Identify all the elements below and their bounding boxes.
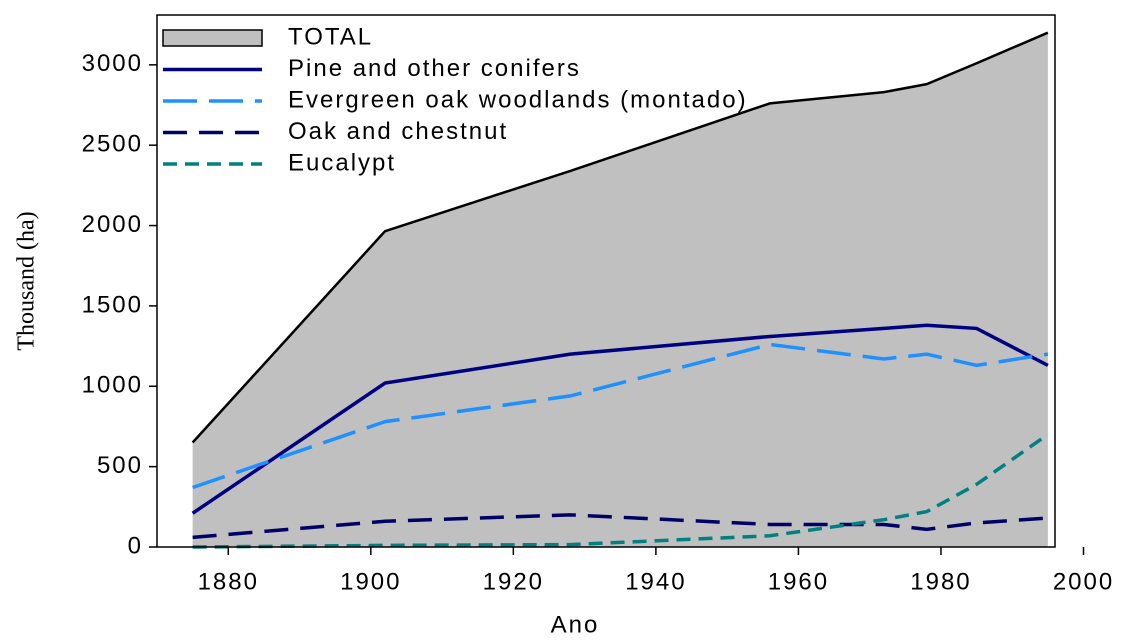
area [192,32,1048,548]
y-tick-label: 1000 [82,372,143,399]
y-tick-label: 3000 [82,50,143,77]
x-tick-label: 2000 [1053,568,1114,595]
legend-label: Pine and other conifers [288,55,581,82]
y-tick-label: 2000 [82,211,143,238]
legend-swatch [162,29,263,47]
y-tick-label: 1500 [82,291,143,318]
x-tick-label: 1880 [198,568,259,595]
line [191,323,1049,515]
x-axis-label: Ano [551,611,600,638]
legend-label: TOTAL [288,23,373,50]
legend-label: Oak and chestnut [288,118,508,145]
x-tick-label: 1900 [340,568,401,595]
legend-label: Eucalypt [288,149,396,176]
line [192,342,1049,490]
x-tick-label: 1920 [483,568,544,595]
area-edge [191,31,1049,444]
y-tick-label: 0 [128,532,143,559]
legend-label: Evergreen oak woodlands (montado) [288,86,748,113]
x-tick-label: 1960 [768,568,829,595]
plot-frame [156,14,1056,548]
y-tick-label: 500 [97,452,143,479]
line [192,513,1048,540]
line [192,433,1049,549]
y-tick-label: 2500 [82,131,143,158]
x-tick-label: 1940 [625,568,686,595]
y-axis-label: Thousand (ha) [14,211,40,350]
x-tick-label: 1980 [910,568,971,595]
